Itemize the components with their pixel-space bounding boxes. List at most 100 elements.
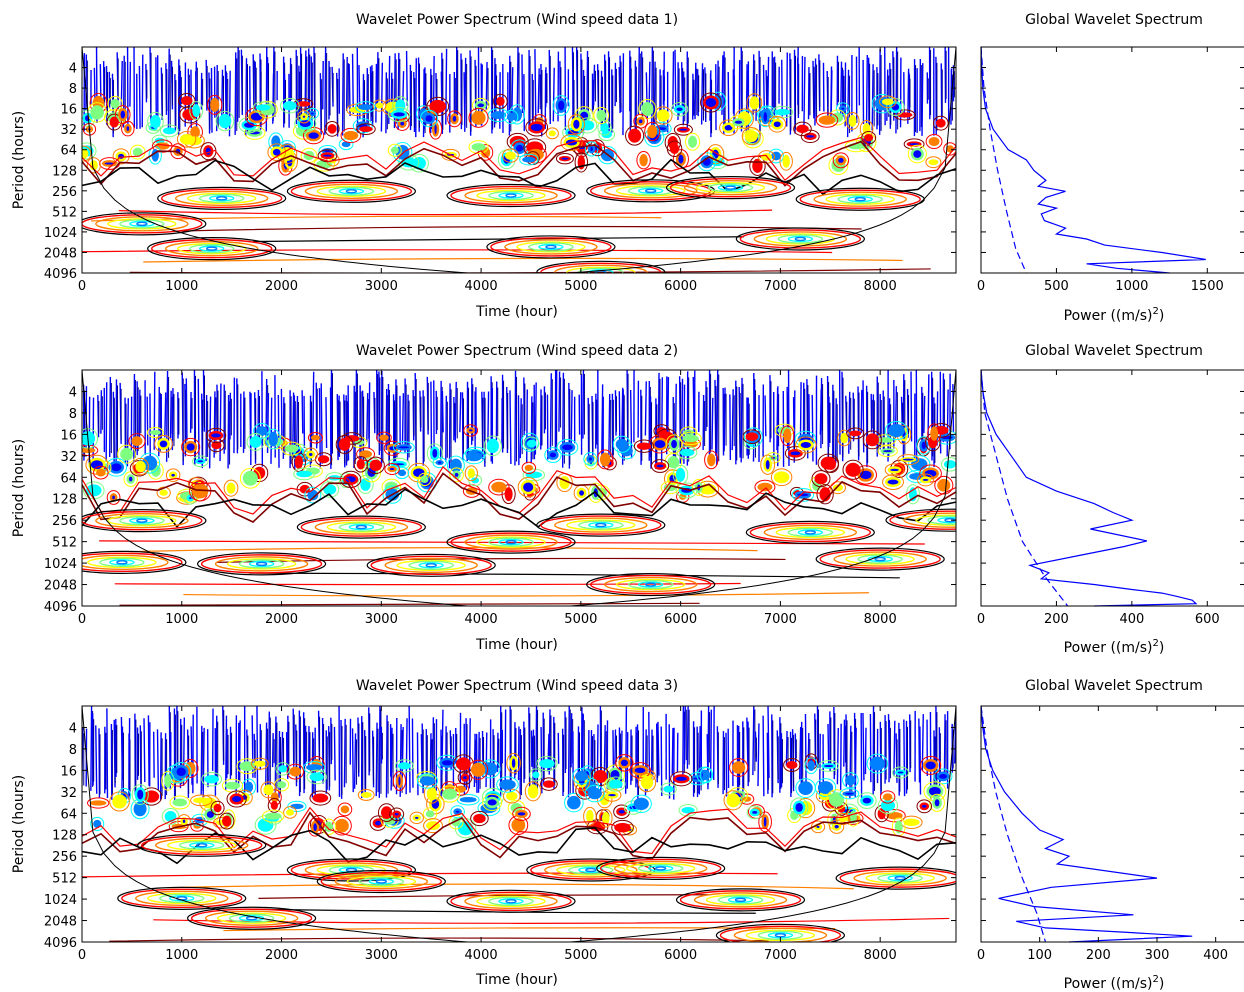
hotspot-outline bbox=[835, 866, 956, 890]
contour-blob bbox=[271, 135, 281, 149]
contour-ring bbox=[392, 441, 415, 454]
contour-ring bbox=[670, 771, 693, 787]
wavelet-ylabel-2: Period (hours) bbox=[11, 439, 27, 537]
contour-core bbox=[925, 761, 936, 770]
hotspot-ring bbox=[141, 835, 263, 855]
wavelet-plot-area-2 bbox=[82, 370, 956, 606]
contour-blob bbox=[548, 130, 556, 137]
contour-core bbox=[734, 120, 743, 124]
contour-ring bbox=[844, 140, 868, 153]
contour-ring bbox=[584, 784, 605, 803]
x-tick-label: 0 bbox=[78, 279, 86, 294]
hotspot-ring bbox=[854, 197, 866, 202]
contour-blue bbox=[582, 370, 585, 439]
global-panel-2: Global Wavelet Spectrum 0 200 400 600 Power… bbox=[977, 343, 1244, 656]
contour-core bbox=[232, 796, 242, 803]
contour-blob bbox=[162, 127, 176, 135]
contour-blue bbox=[165, 63, 168, 115]
significance-line bbox=[980, 705, 1047, 943]
contour-ring bbox=[691, 478, 706, 496]
contour-lowfreq bbox=[130, 547, 758, 553]
contour-blue bbox=[432, 717, 435, 800]
contour-ring bbox=[522, 468, 546, 482]
hotspot-ring bbox=[717, 895, 764, 905]
x-tick-label: 7000 bbox=[764, 948, 797, 963]
contour-blue bbox=[727, 72, 730, 132]
contour-blob bbox=[180, 95, 193, 106]
contour-core bbox=[887, 479, 899, 485]
hotspot-ring bbox=[135, 890, 229, 907]
hotspot-ring bbox=[326, 521, 397, 533]
contour-blob bbox=[818, 115, 836, 125]
contour-blob bbox=[268, 431, 278, 447]
contour-blob bbox=[90, 800, 107, 806]
contour-blob bbox=[783, 428, 792, 444]
contour-ring bbox=[176, 130, 197, 148]
contour-blue bbox=[509, 390, 512, 464]
contour-lowfreq bbox=[91, 215, 662, 222]
hotspot-outline bbox=[446, 530, 576, 554]
contour-lowfreq bbox=[114, 582, 741, 586]
contour-blue bbox=[459, 392, 462, 433]
contour-layer bbox=[82, 370, 956, 606]
hotspot-ring bbox=[82, 554, 169, 571]
contour-ring bbox=[417, 472, 432, 487]
hotspot-ring bbox=[368, 878, 395, 885]
contour-ring bbox=[552, 95, 570, 116]
contour-blob bbox=[682, 434, 699, 443]
contour-blob bbox=[524, 464, 534, 471]
global-plot-area-2 bbox=[980, 369, 1198, 607]
contour-blue bbox=[862, 712, 865, 781]
contour-core bbox=[104, 162, 115, 165]
contour-blue bbox=[655, 723, 658, 783]
contour-blob bbox=[599, 452, 611, 467]
contour-blob bbox=[567, 795, 581, 810]
hotspot-ring bbox=[136, 518, 148, 523]
contour-ring bbox=[529, 768, 543, 782]
contour-ring bbox=[189, 101, 204, 121]
contour-core bbox=[678, 154, 684, 164]
contour-core bbox=[765, 460, 770, 470]
x-tick-label: 100 bbox=[1027, 948, 1052, 963]
hotspot-outline bbox=[137, 833, 267, 857]
contour-ring bbox=[653, 106, 673, 125]
contour-ring bbox=[637, 772, 657, 793]
y-tick-label: 16 bbox=[60, 428, 77, 443]
global-axes-box-2 bbox=[980, 369, 1244, 607]
contour-core bbox=[393, 112, 405, 117]
contour-core bbox=[302, 115, 306, 118]
contour-blue bbox=[390, 727, 393, 791]
contour-core bbox=[679, 128, 688, 131]
contour-core bbox=[902, 458, 914, 461]
contour-blue bbox=[686, 706, 689, 769]
contour-blob bbox=[425, 810, 435, 818]
contour-blue bbox=[570, 713, 573, 768]
contour-blue bbox=[121, 726, 124, 798]
contour-blue bbox=[411, 718, 414, 788]
contour-ring bbox=[670, 101, 689, 117]
contour-core bbox=[126, 126, 130, 131]
contour-blue bbox=[415, 58, 417, 138]
contour-blob bbox=[296, 101, 311, 107]
contour-ring bbox=[324, 120, 340, 137]
hotspot-outline bbox=[286, 858, 416, 882]
contour-blob bbox=[90, 105, 104, 120]
contour-blue bbox=[682, 706, 685, 778]
contour-ring bbox=[612, 435, 631, 453]
contour-blob bbox=[397, 469, 407, 477]
contour-blob bbox=[218, 113, 232, 129]
hotspot-ring bbox=[867, 555, 893, 563]
contour-core bbox=[243, 122, 255, 128]
contour-core bbox=[654, 440, 666, 448]
contour-core bbox=[909, 143, 920, 146]
contour-blue bbox=[587, 730, 590, 790]
hotspot-outline bbox=[596, 856, 726, 881]
contour-blob bbox=[608, 779, 623, 789]
contour-core bbox=[323, 149, 332, 152]
significance-contour bbox=[82, 488, 956, 529]
contour-blue bbox=[138, 66, 141, 129]
contour-core bbox=[308, 132, 319, 139]
contour-blue bbox=[504, 709, 507, 791]
hotspot-ring bbox=[121, 888, 243, 909]
contour-ring bbox=[882, 474, 904, 490]
